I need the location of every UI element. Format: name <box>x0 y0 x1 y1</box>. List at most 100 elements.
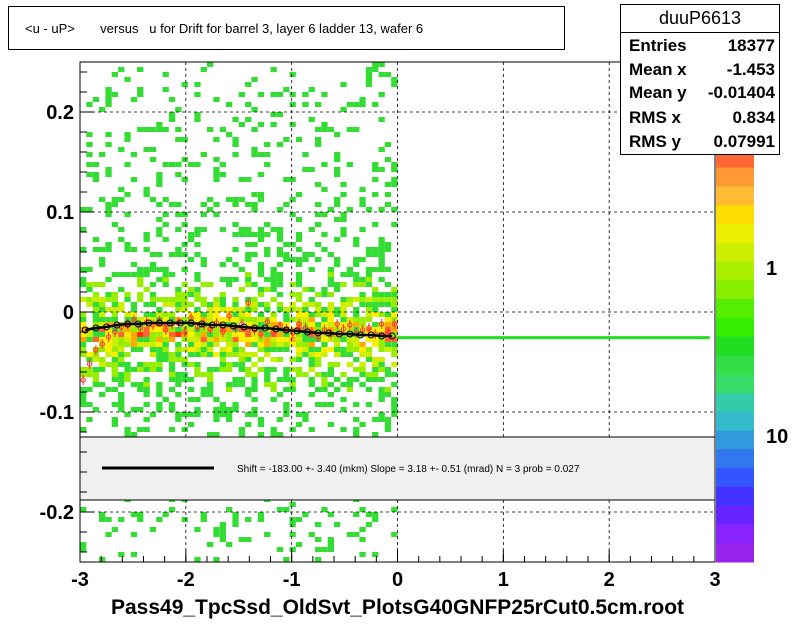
heatmap-cell <box>219 337 226 342</box>
heatmap-cell <box>92 312 99 317</box>
heatmap-cell <box>257 227 265 232</box>
heatmap-cell <box>162 347 169 352</box>
heatmap-cell <box>251 412 258 417</box>
heatmap-cell <box>391 397 398 402</box>
heatmap-cell <box>162 222 169 227</box>
heatmap-cell <box>168 302 176 307</box>
stats-name: duuP6613 <box>621 5 779 33</box>
heatmap-cell <box>315 547 322 552</box>
heatmap-cell <box>372 342 379 347</box>
heatmap-cell <box>175 412 182 417</box>
heatmap-cell <box>251 282 258 287</box>
heatmap-cell <box>92 332 99 337</box>
heatmap-cell <box>245 422 252 427</box>
heatmap-cell <box>238 197 245 202</box>
heatmap-cell <box>124 162 131 167</box>
heatmap-cell <box>149 302 157 307</box>
heatmap-cell <box>194 287 201 292</box>
stat-value: -0.01404 <box>707 83 775 102</box>
heatmap-cell <box>257 337 265 342</box>
heatmap-cell <box>156 127 163 132</box>
heatmap-cell <box>245 392 252 397</box>
heatmap-cell <box>257 312 265 317</box>
heatmap-cell <box>334 387 341 392</box>
heatmap-cell <box>353 347 360 352</box>
heatmap-cell <box>365 402 373 407</box>
heatmap-cell <box>372 372 379 377</box>
heatmap-cell <box>327 402 334 407</box>
heatmap-cell <box>334 217 341 222</box>
colorbar-label: 1 <box>766 258 777 280</box>
heatmap-cell <box>384 337 392 342</box>
heatmap-cell <box>226 327 233 332</box>
fit-legend-text: Shift = -183.00 +- 3.40 (mkm) Slope = 3.… <box>237 464 580 475</box>
heatmap-cell <box>213 432 220 437</box>
heatmap-cell <box>327 347 334 352</box>
heatmap-cell <box>213 532 220 537</box>
heatmap-cell <box>270 272 277 277</box>
heatmap-cell <box>321 212 328 217</box>
heatmap-cell <box>143 237 150 242</box>
heatmap-cell <box>257 357 265 362</box>
heatmap-cell <box>207 392 214 397</box>
data-point <box>359 327 366 333</box>
heatmap-cell <box>187 287 195 292</box>
heatmap-cell <box>276 207 284 212</box>
heatmap-cell <box>156 327 163 332</box>
heatmap-cell <box>181 137 188 142</box>
heatmap-cell <box>315 347 322 352</box>
heatmap-cell <box>156 332 163 337</box>
heatmap-cell <box>181 317 188 322</box>
heatmap-cell <box>149 297 157 302</box>
heatmap-cell <box>175 377 182 382</box>
data-point <box>182 329 188 335</box>
data-point <box>86 361 93 367</box>
data-point <box>105 334 112 340</box>
heatmap-cell <box>359 362 366 367</box>
heatmap-cell <box>168 427 176 432</box>
heatmap-cell <box>124 192 131 197</box>
heatmap-cell <box>378 357 385 362</box>
heatmap-cell <box>245 387 252 392</box>
heatmap-cell <box>175 227 182 232</box>
data-point <box>340 326 347 332</box>
heatmap-cell <box>365 357 373 362</box>
stats-box: duuP6613 Entries 18377 Mean x -1.453 Mea… <box>620 4 780 155</box>
heatmap-cell <box>264 142 271 147</box>
heatmap-cell <box>86 297 93 302</box>
heatmap-cell <box>295 292 303 297</box>
heatmap-cell <box>200 282 207 287</box>
data-point <box>226 313 232 319</box>
heatmap-cell <box>124 247 131 252</box>
heatmap-cell <box>315 212 322 217</box>
heatmap-cell <box>149 337 157 342</box>
heatmap-cell <box>251 147 258 152</box>
heatmap-cell <box>321 162 328 167</box>
heatmap-cell <box>327 127 334 132</box>
heatmap-cell <box>137 337 144 342</box>
chart-title: <u - uP> versus u for Drift for barrel 3… <box>25 21 424 36</box>
heatmap-cell <box>137 92 144 97</box>
heatmap-cell <box>149 267 157 272</box>
heatmap-cell <box>384 417 392 422</box>
colorbar-segment <box>716 205 754 225</box>
heatmap-cell <box>295 277 303 282</box>
heatmap-cell <box>187 377 195 382</box>
heatmap-cell <box>111 72 118 77</box>
heatmap-cell <box>99 197 106 202</box>
heatmap-cell <box>200 67 207 72</box>
heatmap-cell <box>270 92 277 97</box>
heatmap-cell <box>226 347 233 352</box>
heatmap-cell <box>181 282 188 287</box>
heatmap-cell <box>118 227 125 232</box>
heatmap-cell <box>295 247 303 252</box>
heatmap-cell <box>194 252 201 257</box>
heatmap-cell <box>264 532 271 537</box>
colorbar-segment <box>716 486 754 507</box>
heatmap-cell <box>321 307 328 312</box>
heatmap-cell <box>194 527 201 532</box>
heatmap-cell <box>245 282 252 287</box>
heatmap-cell <box>130 247 138 252</box>
heatmap-cell <box>181 212 188 217</box>
heatmap-cell <box>295 402 303 407</box>
